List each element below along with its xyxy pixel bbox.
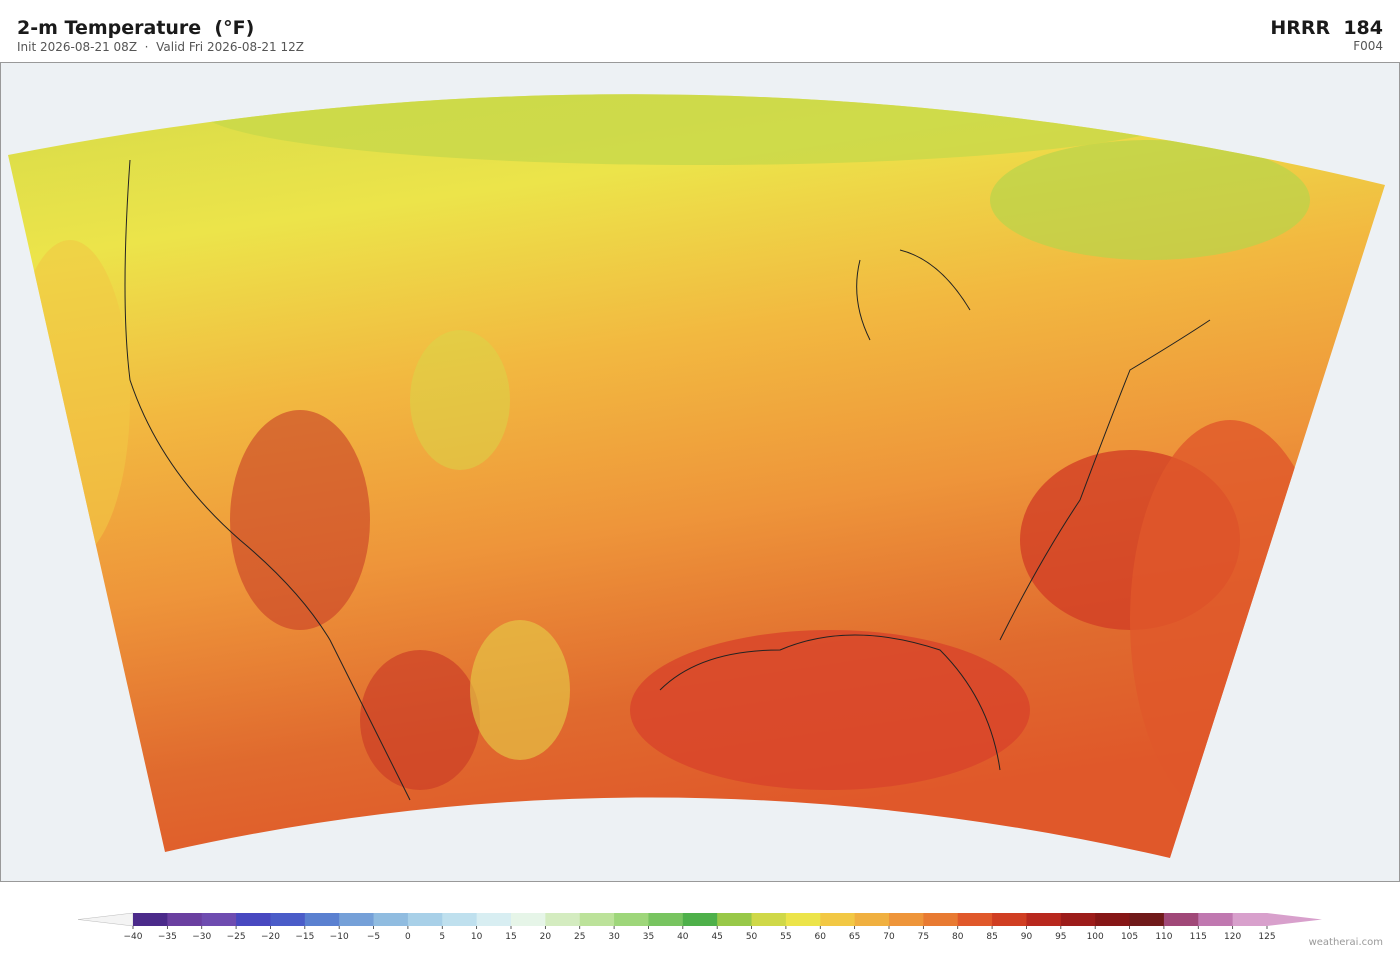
colorbar-segment: [1163, 913, 1199, 926]
model: HRRR 184: [1270, 17, 1383, 39]
colorbar-segment: [682, 913, 718, 926]
temperature-field: [8, 94, 1385, 858]
colorbar-segment: [407, 913, 443, 926]
colorbar-over: [1267, 913, 1322, 926]
colorbar-segment: [1198, 913, 1234, 926]
colorbar-segment: [1026, 913, 1062, 926]
colorbar-tick-label: 115: [1190, 932, 1207, 942]
colorbar-tick-label: −20: [261, 932, 280, 942]
colorbar-segment: [717, 913, 753, 926]
colorbar-tick-label: −25: [227, 932, 246, 942]
colorbar-tick-label: 25: [574, 932, 585, 942]
colorbar-segment: [167, 913, 203, 926]
colorbar-tick-label: 60: [815, 932, 827, 942]
colorbar-tick-label: 120: [1224, 932, 1241, 942]
colorbar-segment: [1232, 913, 1268, 926]
colorbar-segment: [854, 913, 890, 926]
colorbar-segment: [820, 913, 856, 926]
colorbar-tick-label: 65: [849, 932, 860, 942]
colorbar-tick-label: 105: [1121, 932, 1138, 942]
colorbar-tick-label: −30: [192, 932, 211, 942]
colorbar-tick-label: 80: [952, 932, 964, 942]
colorbar-segment: [511, 913, 546, 926]
colorbar-tick-label: −40: [124, 932, 143, 942]
colorbar-tick-label: 95: [1055, 932, 1066, 942]
colorbar-tick-label: 55: [780, 932, 791, 942]
colorbar-segment: [1129, 913, 1165, 926]
colorbar-segment: [133, 913, 168, 926]
colorbar-segment: [201, 913, 237, 926]
colorbar-segment: [614, 913, 649, 926]
colorbar-tick-label: 70: [883, 932, 895, 942]
colorbar-tick-label: 5: [439, 932, 445, 942]
colorbar-tick-label: 90: [1021, 932, 1033, 942]
colorbar-segment: [236, 913, 271, 926]
colorbar-segment: [304, 913, 340, 926]
colorbar-segment: [339, 913, 375, 926]
colorbar-segment: [957, 913, 993, 926]
colorbar-segment: [476, 913, 512, 926]
colorbar-segment: [1060, 913, 1096, 926]
colorbar: −40 −35 −30 −25 −20 −15 −10 −5 0 5 10 15 20 25 30 35 40 4…: [77, 912, 1322, 942]
forecast-hour: F004: [1353, 39, 1383, 53]
colorbar-tick-label: 45: [711, 932, 722, 942]
colorbar-segment: [1095, 913, 1131, 926]
colorbar-segment: [373, 913, 409, 926]
colorbar-under: [77, 912, 134, 927]
colorbar-tick-label: 100: [1087, 932, 1104, 942]
colorbar-tick-label: 75: [918, 932, 929, 942]
colorbar-tick-label: 15: [505, 932, 516, 942]
colorbar-tick-label: 110: [1155, 932, 1172, 942]
colorbar-tick-label: −10: [330, 932, 349, 942]
subtitle: Init 2026-08-21 08Z · Valid Fri 2026-08-…: [17, 40, 304, 54]
colorbar-tick-label: 85: [986, 932, 997, 942]
colorbar-tick-label: 40: [677, 932, 689, 942]
colorbar-segment: [545, 913, 581, 926]
colorbar-segment: [923, 913, 959, 926]
colorbar-segment: [579, 913, 615, 926]
colorbar-segment: [648, 913, 684, 926]
attribution: weatherai.com: [1309, 937, 1383, 948]
colorbar-tick-label: 0: [405, 932, 411, 942]
colorbar-tick-label: −35: [158, 932, 177, 942]
colorbar-segment: [889, 913, 924, 926]
colorbar-tick-label: 125: [1258, 932, 1275, 942]
colorbar-segment: [785, 913, 821, 926]
colorbar-segment: [992, 913, 1027, 926]
colorbar-segment: [442, 913, 478, 926]
title: 2-m Temperature (°F): [17, 17, 254, 39]
colorbar-tick-label: 10: [471, 932, 483, 942]
colorbar-segment: [751, 913, 787, 926]
colorbar-tick-label: −5: [367, 932, 380, 942]
colorbar-segment: [270, 913, 306, 926]
colorbar-tick-label: 35: [643, 932, 654, 942]
colorbar-tick-label: 50: [746, 932, 758, 942]
colorbar-tick-label: 20: [540, 932, 552, 942]
colorbar-tick-label: 30: [608, 932, 620, 942]
coastlines: [124, 159, 1211, 801]
colorbar-tick-label: −15: [295, 932, 314, 942]
